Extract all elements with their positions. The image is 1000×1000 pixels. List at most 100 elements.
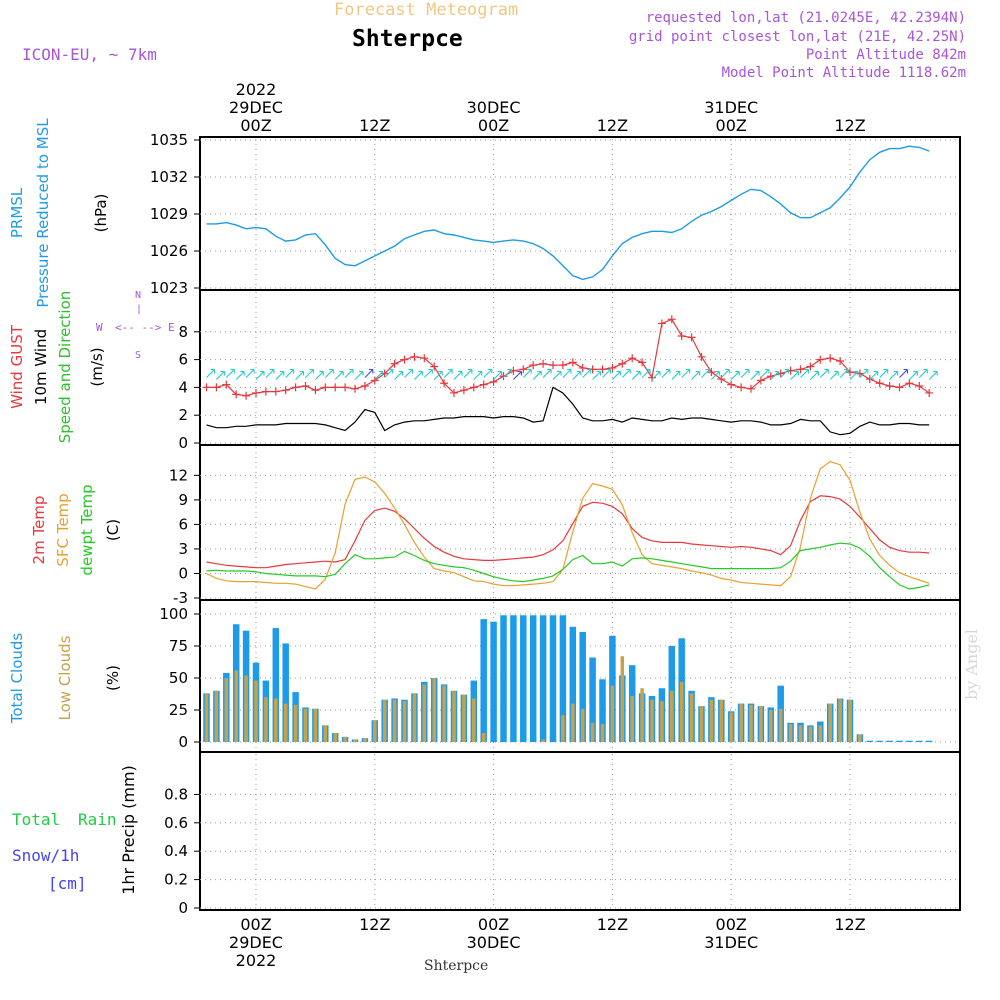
wind-gust-point [806,362,815,371]
wind-gust-point [875,379,884,388]
low-clouds-bar [442,685,446,742]
wind-gust-point [529,361,538,370]
low-clouds-bar [472,698,476,742]
total-clouds-bar [559,615,567,742]
y-tick-label: 1026 [150,242,188,260]
wind-direction-arrow [295,370,305,380]
wind-gust-point [370,376,379,385]
time-axis-top-label: 30DEC [467,98,521,117]
time-axis-bottom-label: 12Z [359,915,390,934]
low-clouds-bar [858,734,862,742]
low-clouds-bar [610,685,615,742]
low-clouds-bar [412,693,417,742]
wind-gust-point [519,365,528,374]
low-clouds-bar [580,708,585,742]
forecast-title: Forecast Meteogram [334,0,519,20]
low-clouds-bar [264,697,268,742]
wind-direction-arrow [404,368,414,378]
wind-gust-point [677,331,686,340]
low-clouds-bar [214,690,219,742]
wind-direction-arrow [701,368,711,378]
compass-w: W [96,321,103,334]
wind-direction-arrow [552,370,562,380]
wind-direction-arrow [245,368,255,378]
requested-coordinates: requested lon,lat (21.0245E, 42.2394N) [645,10,966,26]
time-axis-bottom-label: 2022 [236,951,277,970]
wind-direction-arrow [493,370,503,380]
low-clouds-bar [244,675,248,742]
wind-gust-point [648,373,656,382]
wind-gust-point [796,365,805,374]
low-clouds-bar [838,698,842,742]
wind-gust-point [351,384,359,393]
low-clouds-bar [293,704,298,742]
total-clouds-bar [510,615,517,742]
low-clouds-bar [670,690,674,742]
time-axis-bottom-label: 00Z [240,915,271,934]
total-clouds-bar [272,628,280,742]
wind-gust-point [618,359,627,368]
wind-direction-arrow [364,368,374,378]
total-clouds-bar [589,657,596,742]
wind-gust-point [311,386,320,395]
y-tick-label: 0.4 [164,842,188,860]
pressure-label-msl: Pressure Reduced to MSL [34,118,52,308]
grid-point-coordinates: grid point closest lon,lat (21E, 42.25N) [628,29,966,45]
dewpoint-series-line [206,542,930,590]
wind-direction-arrow [414,370,423,380]
wind-direction-arrow [671,370,681,380]
y-tick-label: 6 [178,515,188,533]
wind-direction-arrow [532,370,542,380]
wind-direction-arrow [869,370,879,380]
total-clouds-bar [866,740,874,742]
y-tick-label: -3 [173,589,188,607]
low-clouds-bar [561,715,565,742]
wind-gust-point [895,383,904,392]
model-point-altitude: Model Point Altitude 1118.62m [721,65,966,81]
wind-gust-point [885,382,894,391]
low-clouds-bar [808,726,813,742]
point-altitude: Point Altitude 842m [805,47,966,63]
wind-direction-arrow [621,368,631,378]
low-clouds-bar [818,725,823,742]
sfc-temp-series-line [206,460,930,590]
wind-direction-arrow [384,368,394,378]
low-clouds-bar [363,738,367,742]
wind-gust-point [687,333,696,342]
wind-direction-arrow [572,370,582,380]
y-tick-label: 1035 [150,131,188,149]
wind-direction-arrow [582,368,592,378]
y-tick-label: 9 [178,491,188,509]
low-clouds-bar [541,739,545,742]
wind-gust-point [301,382,310,391]
wind-gust-point [479,380,488,389]
wind-gust-point [420,354,429,363]
dewpoint-label: dewpt Temp [78,484,96,575]
pressure-unit-label: (hPa) [92,194,110,233]
y-tick-label: 0 [178,434,188,452]
y-tick-label: 0 [178,899,188,917]
time-axis-top-label: 00Z [240,116,271,135]
wind-direction-arrow [255,370,265,380]
total-clouds-bar [925,740,933,742]
low-clouds-bar [373,720,377,742]
wind-gust-point [459,386,468,395]
low-clouds-bar [333,733,337,742]
wind-direction-arrow [720,368,730,378]
wind-direction-arrow [800,368,810,378]
low-clouds-bar [432,678,436,742]
snow-label: Snow/1h [12,846,79,865]
wind-gust-point [667,315,676,324]
wind-direction-arrow [394,370,404,380]
total-clouds-bar [569,626,577,742]
wind-gust-point [271,387,280,396]
wind-gust-point [707,368,716,377]
low-clouds-bar [392,699,397,742]
wind-direction-arrow [235,370,245,380]
wind-direction-arrow [819,368,829,378]
wind-gust-point [212,383,221,392]
y-tick-label: 0.8 [164,785,188,803]
model-name: ICON-EU, ~ 7km [22,45,157,64]
low-clouds-bar [600,724,605,742]
